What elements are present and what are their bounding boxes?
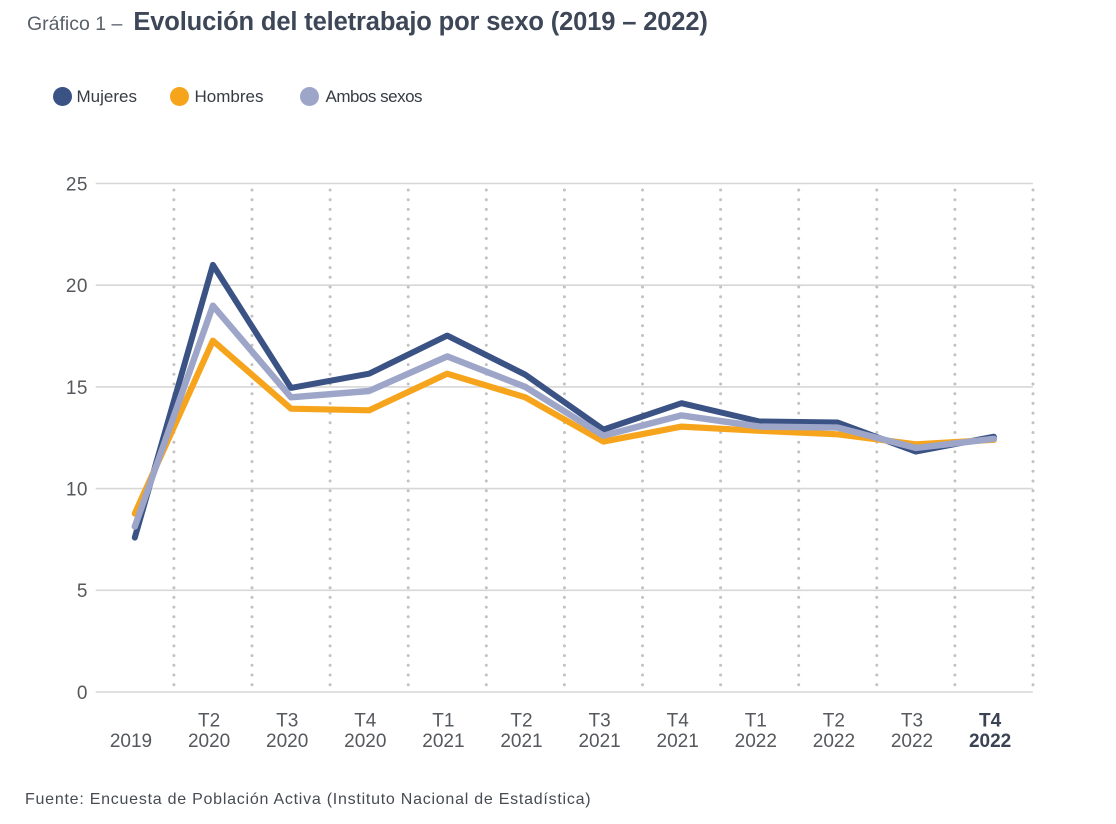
svg-text:T2: T2 xyxy=(510,711,532,732)
svg-text:2021: 2021 xyxy=(422,731,464,752)
svg-text:15: 15 xyxy=(66,378,88,399)
svg-text:0: 0 xyxy=(77,683,88,704)
svg-text:2022: 2022 xyxy=(891,731,933,752)
svg-text:T3: T3 xyxy=(276,711,298,732)
svg-text:2020: 2020 xyxy=(344,731,386,752)
svg-text:T1: T1 xyxy=(432,711,454,732)
svg-text:2020: 2020 xyxy=(266,731,308,752)
svg-text:2021: 2021 xyxy=(500,731,542,752)
svg-text:25: 25 xyxy=(66,174,88,195)
svg-text:10: 10 xyxy=(66,480,88,501)
svg-text:20: 20 xyxy=(66,276,88,297)
svg-text:5: 5 xyxy=(77,581,88,602)
svg-text:T4: T4 xyxy=(667,711,690,732)
svg-text:T2: T2 xyxy=(823,711,845,732)
svg-text:2021: 2021 xyxy=(578,731,620,752)
svg-text:2022: 2022 xyxy=(813,731,855,752)
svg-text:T3: T3 xyxy=(589,711,611,732)
svg-text:2020: 2020 xyxy=(188,731,230,752)
svg-text:T4: T4 xyxy=(979,711,1002,732)
svg-text:T2: T2 xyxy=(198,711,220,732)
svg-text:2022: 2022 xyxy=(735,731,777,752)
svg-text:2019: 2019 xyxy=(110,731,152,752)
svg-text:T3: T3 xyxy=(901,711,923,732)
svg-text:T4: T4 xyxy=(354,711,377,732)
svg-text:2022: 2022 xyxy=(969,731,1011,752)
svg-text:2021: 2021 xyxy=(657,731,699,752)
svg-text:T1: T1 xyxy=(745,711,767,732)
